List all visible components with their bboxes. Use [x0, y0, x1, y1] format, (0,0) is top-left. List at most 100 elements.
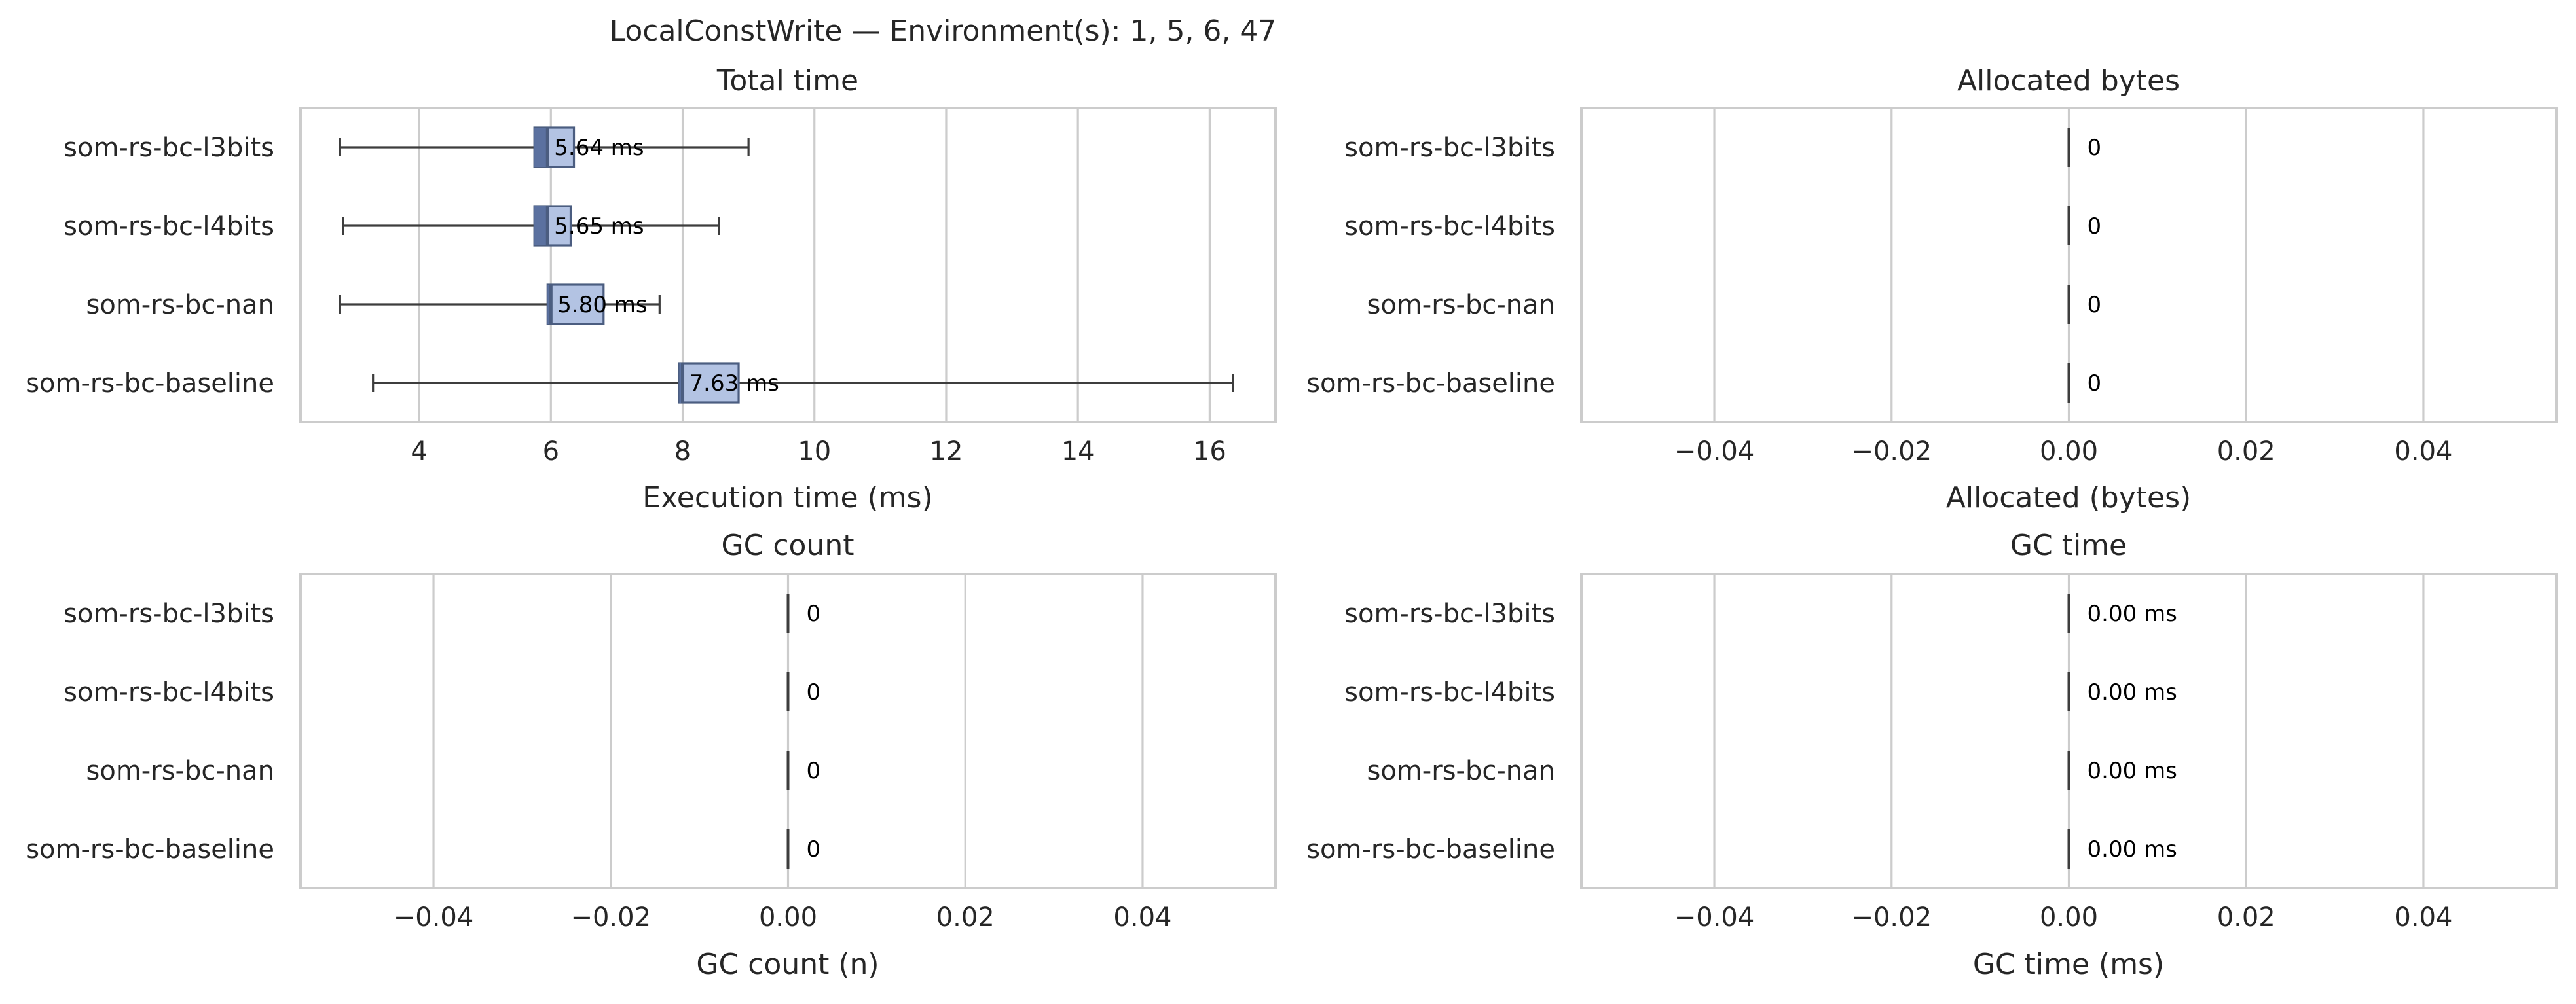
category-label: som-rs-bc-nan	[86, 290, 274, 320]
x-axis-label: Execution time (ms)	[642, 481, 932, 514]
category-label: som-rs-bc-baseline	[1306, 834, 1555, 865]
x-tick-label: 0.02	[2217, 903, 2275, 933]
x-tick-label: −0.02	[1851, 903, 1932, 933]
box-item: 7.63 ms	[372, 362, 1234, 404]
box-item: 0	[2067, 363, 2101, 403]
category-label: som-rs-bc-l4bits	[1344, 211, 1555, 242]
x-tick-label: 10	[798, 437, 831, 467]
box-item: 0	[2067, 206, 2102, 245]
x-tick-label: 14	[1061, 437, 1095, 467]
x-tick-label: 0.04	[2394, 903, 2452, 933]
x-tick-label: 6	[543, 437, 559, 467]
panel-gc-time: GC time 0.00 ms 0.00 ms 0.00 ms 0.00 ms −0.…	[1306, 529, 2558, 981]
value-label: 5.64 ms	[554, 135, 644, 161]
category-label: som-rs-bc-nan	[1367, 756, 1555, 786]
category-label: som-rs-bc-l4bits	[64, 211, 274, 242]
x-tick-label: −0.04	[1674, 903, 1755, 933]
x-axis-label: GC count (n)	[696, 948, 879, 981]
value-label: 5.80 ms	[557, 292, 647, 318]
value-label: 0.00 ms	[2088, 601, 2177, 627]
plot-area	[1580, 573, 2558, 889]
x-tick-label: 0.00	[2040, 437, 2098, 467]
x-axis-label: GC time (ms)	[1973, 948, 2164, 981]
category-labels: som-rs-bc-l3bits som-rs-bc-l4bits som-rs-b…	[26, 133, 274, 399]
value-label: 0	[807, 601, 821, 627]
x-tick-label: −0.04	[394, 903, 474, 933]
plot-area	[1580, 107, 2558, 423]
box-lower-quartile	[679, 363, 683, 403]
box-item: 0.00 ms	[2067, 672, 2177, 711]
panel-gc-count: GC count 0 0 0 0 −0.04 −0.02 0.00 0.02 0.04 som…	[26, 529, 1277, 981]
plot-area	[299, 573, 1277, 889]
box-item: 5.64 ms	[339, 126, 750, 168]
value-label: 5.65 ms	[554, 213, 644, 240]
box-item: 0	[786, 672, 821, 711]
plot-area	[299, 107, 1277, 423]
box-item: 0	[786, 829, 821, 869]
category-label: som-rs-bc-l4bits	[1344, 677, 1555, 708]
figure-title: LocalConstWrite — Environment(s): 1, 5, …	[610, 14, 1277, 48]
x-tick-label: 8	[674, 437, 691, 467]
panel-title: GC count	[722, 529, 855, 562]
box-item: 0	[786, 751, 821, 790]
box-lower-quartile	[534, 206, 548, 245]
box-item: 5.80 ms	[339, 283, 661, 325]
x-tick-label: 0.04	[2394, 437, 2452, 467]
x-tick-labels: −0.04 −0.02 0.00 0.02 0.04	[1674, 903, 2453, 933]
x-tick-labels: 4 6 8 10 12 14 16	[411, 437, 1226, 467]
x-tick-labels: −0.04 −0.02 0.00 0.02 0.04	[1674, 437, 2453, 467]
value-label: 0.00 ms	[2088, 836, 2177, 863]
value-label: 0	[2088, 292, 2102, 318]
value-label: 0	[2088, 213, 2102, 240]
x-tick-label: 0.00	[2040, 903, 2098, 933]
x-tick-label: 0.00	[759, 903, 817, 933]
value-label: 0	[807, 836, 821, 863]
box-item: 0.00 ms	[2067, 751, 2177, 790]
box-lower-quartile	[534, 128, 548, 167]
plot-marks: 5.64 ms 5.65 ms 5.80 ms 7.63 ms	[339, 126, 1234, 404]
value-label: 0	[807, 679, 821, 706]
x-axis-label: Allocated (bytes)	[1946, 481, 2191, 514]
x-tick-label: −0.02	[1851, 437, 1932, 467]
x-tick-label: 0.04	[1113, 903, 1171, 933]
category-label: som-rs-bc-l3bits	[1344, 133, 1555, 163]
category-labels: som-rs-bc-l3bits som-rs-bc-l4bits som-rs-b…	[1306, 133, 1555, 399]
box-lower-quartile	[547, 285, 551, 324]
category-label: som-rs-bc-baseline	[26, 368, 274, 399]
x-tick-label: 0.02	[2217, 437, 2275, 467]
plot-marks: 0 0 0 0	[2067, 128, 2102, 403]
panel-total-time: Total time 5.64 ms5.65 ms5.80 ms7.63 ms …	[26, 64, 1277, 514]
value-label: 0.00 ms	[2088, 758, 2177, 784]
category-label: som-rs-bc-l4bits	[64, 677, 274, 708]
box-item: 0	[2067, 285, 2102, 324]
value-label: 0	[807, 758, 821, 784]
x-tick-label: −0.04	[1674, 437, 1755, 467]
category-labels: som-rs-bc-l3bits som-rs-bc-l4bits som-rs-b…	[1306, 599, 1555, 865]
x-tick-label: −0.02	[570, 903, 651, 933]
x-tick-labels: −0.04 −0.02 0.00 0.02 0.04	[394, 903, 1172, 933]
category-label: som-rs-bc-l3bits	[64, 133, 274, 163]
category-label: som-rs-bc-l3bits	[1344, 599, 1555, 629]
plot-marks: 0.00 ms 0.00 ms 0.00 ms 0.00 ms	[2067, 594, 2177, 869]
box-item: 0.00 ms	[2067, 594, 2177, 633]
x-tick-label: 0.02	[936, 903, 995, 933]
value-label: 0	[2088, 135, 2102, 161]
value-label: 0.00 ms	[2088, 679, 2177, 706]
category-label: som-rs-bc-l3bits	[64, 599, 274, 629]
box-body	[678, 362, 740, 404]
box-item: 0.00 ms	[2067, 829, 2177, 869]
box-item: 5.65 ms	[342, 205, 720, 247]
x-tick-label: 4	[411, 437, 427, 467]
category-label: som-rs-bc-baseline	[26, 834, 274, 865]
panel-title: Total time	[716, 64, 858, 98]
x-tick-label: 16	[1193, 437, 1226, 467]
box-item: 0	[2067, 128, 2102, 167]
category-label: som-rs-bc-nan	[86, 756, 274, 786]
panel-title: Allocated bytes	[1957, 64, 2180, 98]
panel-title: GC time	[2010, 529, 2127, 562]
category-label: som-rs-bc-nan	[1367, 290, 1555, 320]
box-item: 0	[786, 594, 821, 633]
value-label: 7.63 ms	[690, 370, 779, 397]
x-tick-label: 12	[930, 437, 963, 467]
